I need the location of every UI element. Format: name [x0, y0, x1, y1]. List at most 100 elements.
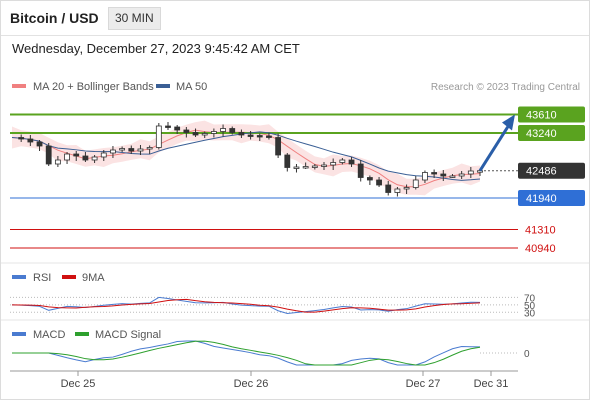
ma50-line	[11, 131, 481, 181]
candle	[73, 151, 80, 161]
candle	[256, 133, 263, 141]
candle	[174, 125, 181, 134]
candle	[238, 129, 245, 138]
candle	[275, 133, 282, 158]
candle	[449, 174, 456, 178]
candle	[311, 164, 318, 170]
macd-legend-label: MACD	[33, 329, 65, 341]
candle	[412, 176, 419, 190]
candle	[64, 152, 70, 164]
macd-panel: 0	[12, 340, 530, 366]
rsi-ma-legend-label: 9MA	[82, 272, 105, 284]
candle	[100, 150, 107, 161]
candle	[183, 127, 190, 138]
x-tick-label: Dec 26	[234, 378, 269, 390]
candle	[45, 143, 52, 166]
candle	[119, 146, 126, 152]
time-axis: Dec 25 Dec 26 Dec 27 Dec 31	[61, 371, 509, 390]
projection-arrow	[478, 114, 515, 172]
candle	[467, 167, 474, 178]
candle	[284, 153, 291, 172]
support-tag-41310: 41310	[525, 225, 556, 237]
macd-signal-legend-swatch	[75, 332, 89, 336]
projection-shaft	[478, 125, 510, 172]
candle	[201, 131, 208, 138]
candle	[36, 140, 43, 151]
candle	[403, 184, 410, 194]
level-label-41310: 41310	[525, 225, 556, 237]
rsi-legend-swatch	[12, 275, 26, 279]
rsi-ma-line	[11, 298, 481, 313]
candle	[376, 177, 382, 187]
chart-datetime: Wednesday, December 27, 2023 9:45:42 AM …	[12, 41, 300, 56]
chart-legend: MA 20 + Bollinger Bands MA 50 Research ©…	[12, 81, 580, 93]
candle	[321, 162, 327, 170]
x-tick-label: Dec 31	[474, 378, 509, 390]
candle	[137, 145, 144, 155]
x-tick-label: Dec 25	[61, 378, 96, 390]
macd-legend: MACD MACD Signal	[12, 329, 161, 341]
candle	[54, 156, 61, 167]
macd-legend-swatch	[12, 332, 26, 336]
level-label-40940: 40940	[525, 243, 556, 255]
macd-zero-label: 0	[524, 349, 530, 360]
support-tag-40940: 40940	[525, 243, 556, 255]
bollinger-band-area	[12, 120, 480, 196]
candle	[18, 134, 25, 142]
candle	[431, 169, 438, 178]
candle	[27, 135, 34, 146]
chart-header: Bitcoin / USD 30 MIN	[0, 0, 590, 36]
candle	[91, 155, 98, 163]
last-price-tag: 42486	[518, 162, 585, 179]
ma50-legend-label: MA 50	[176, 81, 207, 93]
x-tick-label: Dec 27	[406, 378, 441, 390]
support-tag-41940: 41940	[518, 190, 585, 206]
candle	[266, 133, 272, 140]
level-label-43240: 43240	[526, 128, 557, 140]
candle	[339, 158, 346, 165]
rsi-legend: RSI 9MA	[12, 272, 105, 284]
ma20-legend-label: MA 20 + Bollinger Bands	[33, 81, 154, 93]
candle	[302, 162, 309, 169]
rsi-level-label-70: 70	[524, 293, 536, 304]
research-credit: Research © 2023 Trading Central	[431, 82, 580, 93]
rsi-line	[11, 296, 481, 315]
resistance-tag-43240: 43240	[518, 125, 585, 141]
candle	[247, 131, 254, 140]
candle	[192, 128, 199, 137]
candle	[128, 145, 135, 154]
level-label-41940: 41940	[526, 193, 557, 205]
macd-signal-legend-label: MACD Signal	[95, 329, 161, 341]
macd-line	[12, 340, 481, 366]
candle	[229, 126, 236, 135]
candle	[165, 122, 171, 130]
candle	[330, 158, 337, 170]
candle	[348, 157, 355, 167]
ma50-legend-swatch	[156, 84, 170, 88]
ma20-legend-swatch	[12, 84, 26, 88]
macd-signal-line	[12, 340, 481, 366]
rsi-legend-label: RSI	[33, 272, 51, 284]
rsi-level-label-50: 50	[524, 301, 536, 312]
candle	[82, 152, 89, 162]
candlesticks	[18, 122, 483, 197]
interval-badge[interactable]: 30 MIN	[108, 7, 161, 30]
candle	[210, 128, 217, 138]
projection-head	[502, 114, 515, 131]
price-levels	[10, 113, 518, 249]
rsi-level-label-30: 30	[524, 308, 536, 319]
price-level-tags: 43610 43240 42486 41940 41310 40940	[518, 106, 585, 255]
rsi-ma-legend-swatch	[62, 275, 76, 279]
ma50-path	[11, 131, 481, 181]
candle	[440, 170, 447, 181]
candle	[220, 124, 226, 137]
candle	[394, 187, 401, 197]
candle	[422, 170, 428, 183]
candle	[110, 146, 116, 158]
candle	[293, 164, 300, 173]
candle	[146, 145, 153, 154]
last-price-label: 42486	[526, 166, 557, 178]
bollinger-bands	[11, 120, 481, 196]
